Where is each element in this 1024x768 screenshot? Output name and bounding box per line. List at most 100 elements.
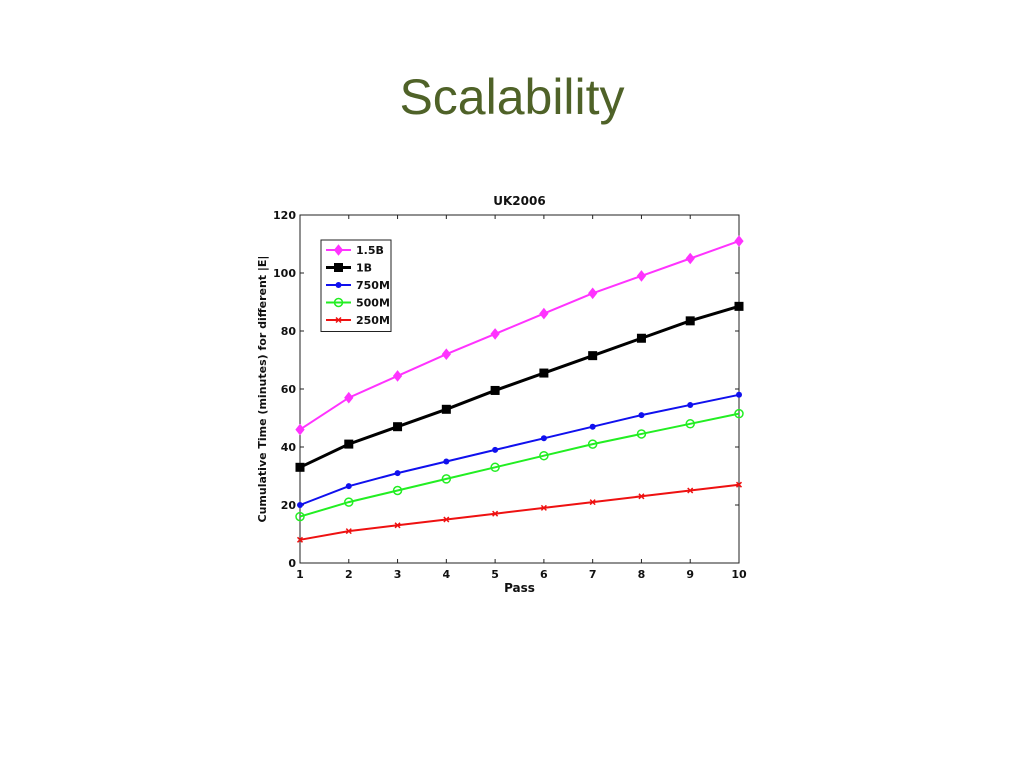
data-point-1b	[344, 439, 354, 449]
marker-stroke	[492, 510, 499, 517]
data-point-500m	[734, 408, 744, 419]
data-point-500m	[441, 474, 452, 484]
data-point-750m	[345, 483, 352, 490]
series-15b	[295, 235, 744, 436]
legend: 1.5B 1B 750M 500M 250M	[320, 239, 392, 332]
legend-marker-1b	[334, 263, 343, 272]
legend-label-250m: 250M	[356, 314, 390, 327]
data-point-250m	[394, 522, 401, 529]
data-point-750m	[638, 412, 645, 419]
x-tick-label: 5	[491, 568, 499, 581]
data-point-750m	[540, 435, 547, 442]
data-point-1b	[393, 422, 403, 432]
y-tick-label: 20	[281, 499, 297, 512]
y-tick-label: 60	[281, 383, 297, 396]
data-point-1b	[588, 351, 598, 361]
data-point-750m	[297, 502, 303, 508]
x-tick-label: 6	[540, 568, 548, 581]
x-tick-label: 2	[345, 568, 353, 581]
data-point-500m	[392, 485, 403, 496]
x-tick-label: 10	[731, 568, 747, 581]
series-1b	[295, 301, 744, 472]
series-line-1b	[299, 304, 740, 469]
x-tick-label: 8	[638, 568, 646, 581]
legend-label-15b: 1.5B	[356, 244, 384, 257]
data-point-500m	[490, 462, 500, 473]
legend-label-1b: 1B	[356, 262, 372, 275]
marker-stroke	[335, 316, 342, 324]
data-point-500m	[539, 450, 549, 461]
series-line-500m	[299, 412, 740, 518]
legend-marker-750m	[335, 282, 342, 288]
data-point-15b	[295, 423, 305, 436]
data-point-750m	[687, 401, 694, 408]
data-point-250m	[589, 499, 596, 506]
data-point-750m	[589, 423, 596, 430]
y-tick-label: 0	[288, 557, 296, 570]
slide-title: Scalability	[399, 69, 625, 125]
data-point-250m	[492, 510, 499, 517]
data-point-250m	[345, 528, 352, 535]
data-point-750m	[492, 446, 499, 453]
marker-stroke	[443, 516, 450, 523]
legend-label-750m: 750M	[356, 279, 390, 292]
data-point-250m	[735, 481, 743, 488]
data-point-15b	[490, 328, 500, 340]
data-point-250m	[443, 516, 450, 523]
data-point-750m	[394, 470, 401, 477]
x-tick-label: 7	[589, 568, 597, 581]
x-axis-label: Pass	[504, 581, 535, 595]
data-point-1b	[685, 316, 695, 326]
marker-stroke	[589, 499, 596, 506]
y-tick-label: 80	[281, 325, 297, 338]
data-point-500m	[685, 419, 695, 429]
marker-stroke	[540, 504, 547, 511]
legend-label-500m: 500M	[356, 297, 390, 310]
series-line-750m	[299, 393, 740, 506]
data-point-15b	[734, 235, 744, 247]
data-point-15b	[685, 252, 695, 265]
data-point-15b	[441, 348, 451, 361]
data-point-750m	[443, 458, 450, 465]
data-point-15b	[392, 370, 403, 382]
data-point-250m	[687, 487, 694, 494]
data-point-500m	[636, 429, 647, 439]
series-line-250m	[299, 483, 740, 541]
data-point-15b	[636, 270, 647, 282]
legend-marker-250m	[335, 316, 342, 324]
data-point-250m	[540, 504, 547, 511]
data-point-1b	[490, 385, 500, 395]
marker-stroke	[345, 528, 352, 535]
data-point-1b	[734, 301, 744, 311]
x-tick-label: 9	[686, 568, 694, 581]
data-point-500m	[587, 439, 598, 449]
y-tick-label: 120	[273, 209, 296, 222]
x-tick-label: 3	[394, 568, 402, 581]
data-point-1b	[295, 462, 305, 472]
series-500m	[295, 408, 744, 522]
y-tick-label: 100	[273, 267, 296, 280]
legend-marker-15b	[333, 244, 344, 256]
series-line-15b	[299, 240, 740, 431]
marker-stroke	[735, 481, 743, 488]
data-point-1b	[441, 404, 451, 414]
marker-stroke	[687, 487, 694, 494]
data-point-500m	[295, 511, 305, 522]
data-point-15b	[344, 391, 354, 404]
series-250m	[296, 481, 743, 543]
data-point-250m	[296, 536, 304, 543]
data-point-1b	[539, 368, 549, 378]
data-point-250m	[638, 493, 645, 500]
y-tick-label: 40	[281, 441, 297, 454]
marker-stroke	[394, 522, 401, 529]
data-point-15b	[539, 307, 549, 320]
x-tick-label: 1	[296, 568, 304, 581]
y-axis-label: Cumulative Time (minutes) for different …	[256, 256, 269, 523]
marker-stroke	[638, 493, 645, 500]
series-750m	[297, 391, 742, 508]
data-point-15b	[588, 287, 598, 300]
marker-stroke	[296, 536, 304, 543]
legend-marker-500m	[333, 297, 344, 308]
